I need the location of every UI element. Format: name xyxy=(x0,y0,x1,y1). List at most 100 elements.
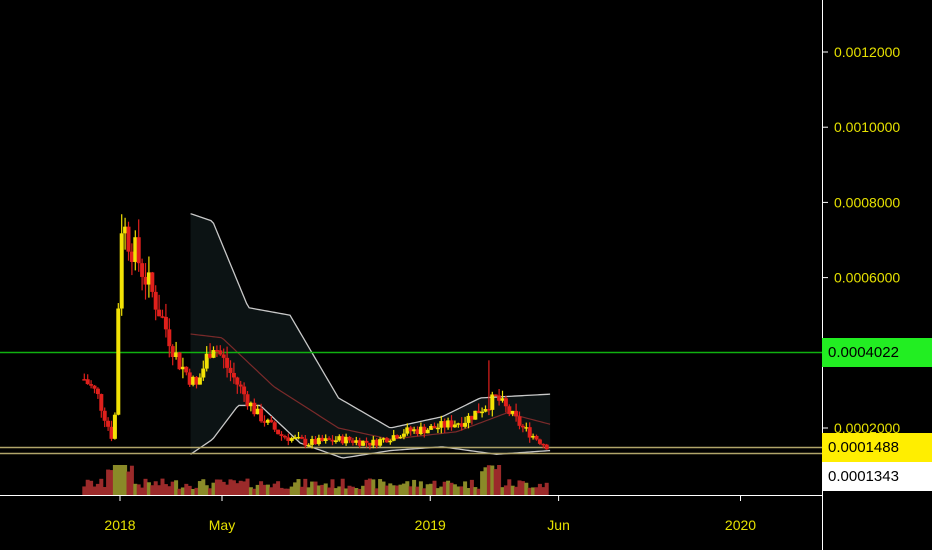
volume-bar xyxy=(174,480,179,495)
volume-bar xyxy=(527,487,532,495)
volume-bar xyxy=(238,480,243,495)
volume-bar xyxy=(395,485,400,495)
volume-bar xyxy=(398,484,403,495)
candles xyxy=(82,214,549,450)
volume-bar xyxy=(408,486,413,495)
candle-body xyxy=(401,433,406,437)
candle-body xyxy=(126,226,131,252)
candle-body xyxy=(412,429,417,432)
candle-body xyxy=(248,402,253,407)
horizontal-lines[interactable] xyxy=(0,351,822,455)
volume-bar xyxy=(361,485,366,495)
price-tag-yellow: 0.0001488 xyxy=(822,433,932,462)
candle-body xyxy=(102,410,107,421)
candle-body xyxy=(333,440,338,442)
volume-bar xyxy=(252,488,257,495)
candle-body xyxy=(503,398,508,407)
volume-bar xyxy=(534,487,539,495)
volume-bar xyxy=(286,488,291,495)
y-tick-label: 0.0002000 xyxy=(834,420,900,436)
candle-body xyxy=(306,444,311,447)
volume-bar xyxy=(140,487,145,495)
volume-bar xyxy=(225,484,230,495)
candle-body xyxy=(174,352,179,358)
volume-bar xyxy=(289,486,294,495)
candle-body xyxy=(293,437,298,439)
volume-bar xyxy=(157,485,162,495)
volume-bar xyxy=(123,465,128,495)
volume-bar xyxy=(299,486,304,495)
volume-bar xyxy=(95,483,100,495)
candle-body xyxy=(361,440,366,446)
candle-body xyxy=(95,388,100,395)
candle-body xyxy=(112,414,117,439)
candle-body xyxy=(500,398,505,401)
volume-bar xyxy=(514,486,519,495)
y-tick-label: 0.0012000 xyxy=(834,44,900,60)
volume-bar xyxy=(197,481,202,495)
candle-body xyxy=(204,353,209,369)
volume-bar xyxy=(446,480,451,495)
volume-bar xyxy=(303,478,308,495)
candle-body xyxy=(286,437,291,441)
candle-body xyxy=(180,366,185,370)
candle-body xyxy=(469,415,474,420)
volume-bar xyxy=(344,488,349,495)
volume-bar xyxy=(293,482,298,495)
candle-body xyxy=(507,406,512,414)
candle-body xyxy=(340,436,345,444)
volume-bar xyxy=(276,481,281,495)
candle-body xyxy=(391,435,396,441)
volume-bar xyxy=(133,483,138,495)
volume-bar xyxy=(357,488,362,495)
candle-body xyxy=(242,386,247,395)
volume-bar xyxy=(425,484,430,495)
x-axis-ticks: 2018 May 2019 Jun 2020 xyxy=(104,495,756,533)
candle-body xyxy=(99,394,104,411)
volume-bar xyxy=(466,488,471,495)
volume-bar xyxy=(517,480,522,495)
volume-bar xyxy=(503,485,508,495)
candle-body xyxy=(425,429,430,434)
volume-bar xyxy=(204,485,209,495)
volume-bar xyxy=(432,480,437,495)
volume-bar xyxy=(167,486,172,495)
candle-body xyxy=(514,410,519,417)
volume-bar xyxy=(153,481,158,495)
volume-bar xyxy=(208,488,213,495)
candle-body xyxy=(439,421,444,428)
volume-bar xyxy=(191,488,196,495)
volume-bar xyxy=(524,482,529,495)
candle-body xyxy=(106,420,111,427)
volume-bar xyxy=(180,487,185,495)
volume-bar xyxy=(146,482,151,495)
candle-body xyxy=(527,427,532,438)
volume-bar xyxy=(480,471,485,495)
volume-bar xyxy=(211,482,216,495)
candle-body xyxy=(357,440,362,446)
candle-body xyxy=(350,440,355,443)
volume-bar xyxy=(473,487,478,495)
candle-body xyxy=(344,436,349,444)
volume-bar xyxy=(143,478,148,495)
volume-bar xyxy=(92,486,97,495)
volume-bar xyxy=(378,479,383,495)
candle-body xyxy=(214,350,219,352)
candle-body xyxy=(493,394,498,396)
candle-body xyxy=(184,366,189,373)
candle-body xyxy=(541,443,546,446)
candle-body xyxy=(163,316,168,330)
candle-body xyxy=(347,436,352,441)
volume-bar xyxy=(316,485,321,495)
candle-body xyxy=(442,421,447,428)
candle-body xyxy=(537,439,542,444)
candle-body xyxy=(415,429,420,435)
volume-bar xyxy=(486,465,491,495)
candle-body xyxy=(296,436,301,439)
volume-bar xyxy=(449,482,454,495)
volume-bar xyxy=(116,465,121,495)
volume-bar xyxy=(364,479,369,495)
candle-body xyxy=(262,421,267,423)
volume-bar xyxy=(282,488,287,495)
